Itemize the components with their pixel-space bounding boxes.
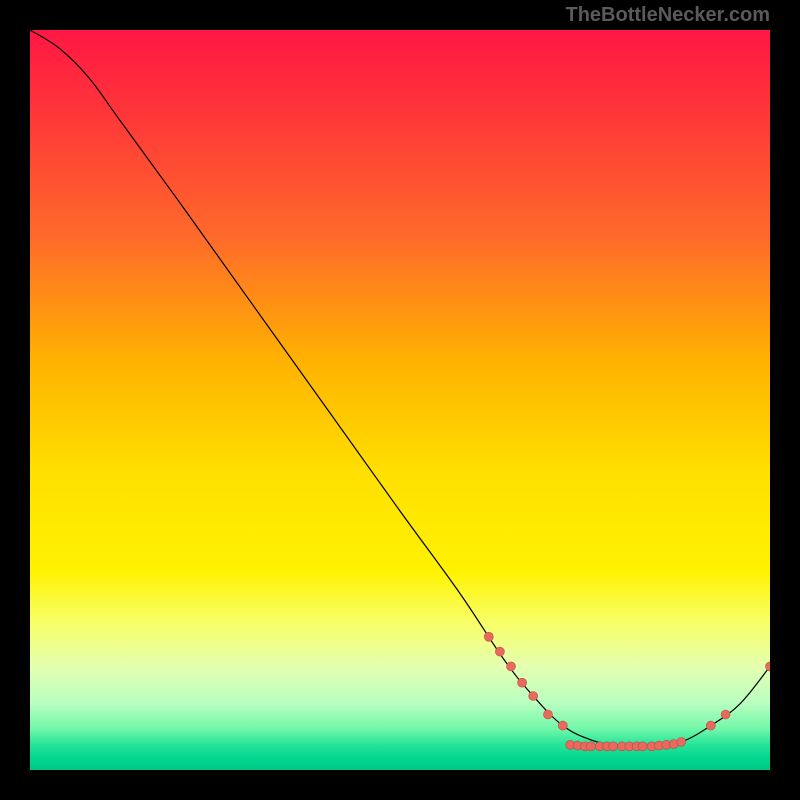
marker-point (638, 742, 647, 751)
marker-point (518, 678, 527, 687)
chart-background (30, 30, 770, 770)
marker-point (706, 721, 715, 730)
marker-point (677, 737, 686, 746)
marker-point (529, 692, 538, 701)
marker-point (544, 710, 553, 719)
marker-point (495, 647, 504, 656)
marker-point (721, 710, 730, 719)
marker-point (558, 721, 567, 730)
watermark-text: TheBottleNecker.com (565, 4, 770, 27)
marker-point (507, 662, 516, 671)
marker-point (484, 632, 493, 641)
chart-svg (30, 30, 770, 770)
chart-container (30, 30, 770, 770)
marker-point (586, 742, 595, 751)
marker-point (609, 742, 618, 751)
